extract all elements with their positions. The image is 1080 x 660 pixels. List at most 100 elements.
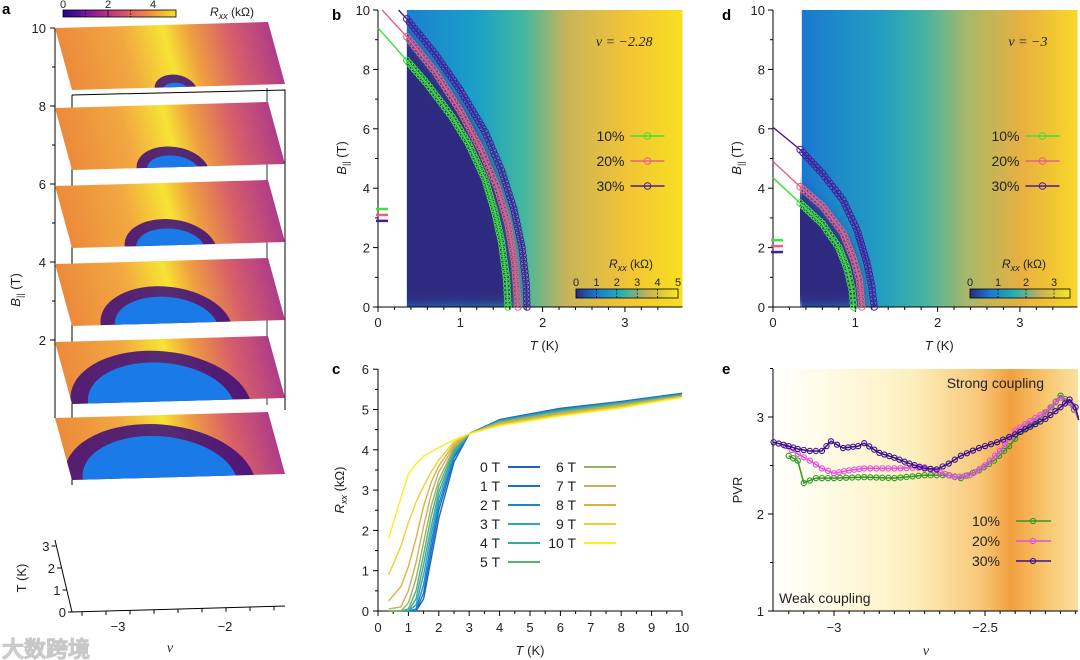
data-point [477, 145, 485, 154]
slice-sc-region [154, 74, 198, 90]
data-point [510, 254, 518, 263]
t-tick-label: 0 [59, 605, 66, 620]
data-point [508, 247, 517, 255]
data-point [840, 232, 849, 241]
data-point [818, 447, 826, 455]
data-point [511, 270, 520, 279]
data-point [859, 247, 868, 256]
data-point [501, 212, 510, 220]
data-point [851, 222, 859, 230]
x-tick-label: 10 [675, 620, 689, 635]
legend-marker [1038, 132, 1047, 140]
nu-axis-label: ν [167, 641, 174, 656]
data-point [1052, 399, 1059, 406]
data-point [520, 263, 529, 272]
data-point [861, 473, 868, 481]
x-tick-label: −2.5 [972, 620, 998, 635]
legend-label: 30% [972, 553, 1000, 569]
data-point [867, 278, 875, 287]
data-point [845, 244, 853, 252]
z-tick-label: 2 [39, 333, 46, 348]
data-point [844, 207, 853, 216]
legend-label: 7 T [556, 478, 576, 494]
data-point [860, 251, 869, 259]
x-tick-label: −3 [827, 620, 842, 635]
legend-marker [1029, 557, 1037, 565]
series-30% [770, 396, 1080, 473]
data-point [484, 186, 493, 194]
data-point [522, 287, 531, 295]
data-point [488, 200, 497, 209]
data-point [499, 253, 508, 262]
x-axis-label: T (K) [516, 643, 545, 658]
data-point [1037, 418, 1044, 425]
dark-edge [154, 74, 198, 90]
data-point [806, 457, 813, 464]
series-10% [377, 27, 512, 311]
data-point [849, 255, 858, 264]
data-point [521, 271, 530, 280]
fit-line [381, 9, 519, 308]
data-point [466, 143, 474, 152]
series-20% [381, 9, 522, 311]
data-point [505, 227, 514, 236]
x-tick-label: 5 [526, 620, 533, 635]
fit-line [772, 160, 863, 308]
data-point [981, 442, 989, 450]
slice-B-10 [55, 22, 285, 90]
data-point [867, 282, 876, 291]
data-point [514, 228, 523, 236]
data-point [866, 443, 873, 450]
data-point [478, 149, 487, 158]
x-tick-label: 2 [539, 315, 546, 330]
data-point [513, 295, 522, 303]
data-point [855, 276, 864, 285]
data-point [501, 265, 510, 274]
panel-label-b: b [332, 7, 341, 24]
z-axis-label: B|| (T) [8, 273, 25, 307]
data-point [855, 233, 863, 241]
data-point [848, 251, 856, 260]
data-point [897, 474, 904, 481]
y-tick-label: 1 [757, 604, 764, 619]
data-point [1012, 431, 1019, 438]
x-tick-label: 1 [457, 315, 464, 330]
curve-8T [388, 395, 683, 602]
data-point [824, 474, 832, 482]
slice-B-8 [55, 102, 285, 170]
x-tick-label: 7 [587, 620, 594, 635]
series-30% [772, 126, 879, 311]
data-point [486, 193, 495, 202]
legend-label: 20% [972, 533, 1000, 549]
colorbar-tick-label: 0 [967, 277, 973, 289]
legend-label: 5 T [480, 554, 500, 570]
data-point [512, 287, 521, 295]
y-tick-label: 6 [363, 122, 370, 137]
superconducting-blob [136, 228, 206, 248]
curve-6T [388, 395, 683, 612]
colorbar: 0 1 2 3 4 5 Rxx (kΩ) [573, 257, 681, 299]
data-point [519, 255, 528, 264]
data-point [868, 290, 877, 299]
data-point [482, 157, 490, 165]
data-point [1032, 414, 1039, 422]
data-point [800, 454, 807, 461]
data-point [851, 259, 859, 268]
data-point [1042, 408, 1049, 416]
data-point [1072, 404, 1079, 411]
data-point [495, 226, 503, 235]
data-point [839, 196, 847, 204]
data-point [842, 236, 850, 245]
t-tick-label: 1 [53, 583, 60, 598]
colorbar-tick-label: 0 [573, 277, 579, 289]
data-point [856, 236, 865, 245]
data-point [512, 216, 521, 225]
data-point [991, 452, 999, 459]
fit-line [377, 27, 509, 308]
legend-marker [1038, 157, 1047, 165]
y-tick-label: 4 [362, 443, 369, 458]
legend-label: 10% [972, 513, 1000, 529]
data-point [497, 237, 506, 246]
data-point [849, 218, 858, 227]
legend-label: 20% [596, 153, 624, 169]
